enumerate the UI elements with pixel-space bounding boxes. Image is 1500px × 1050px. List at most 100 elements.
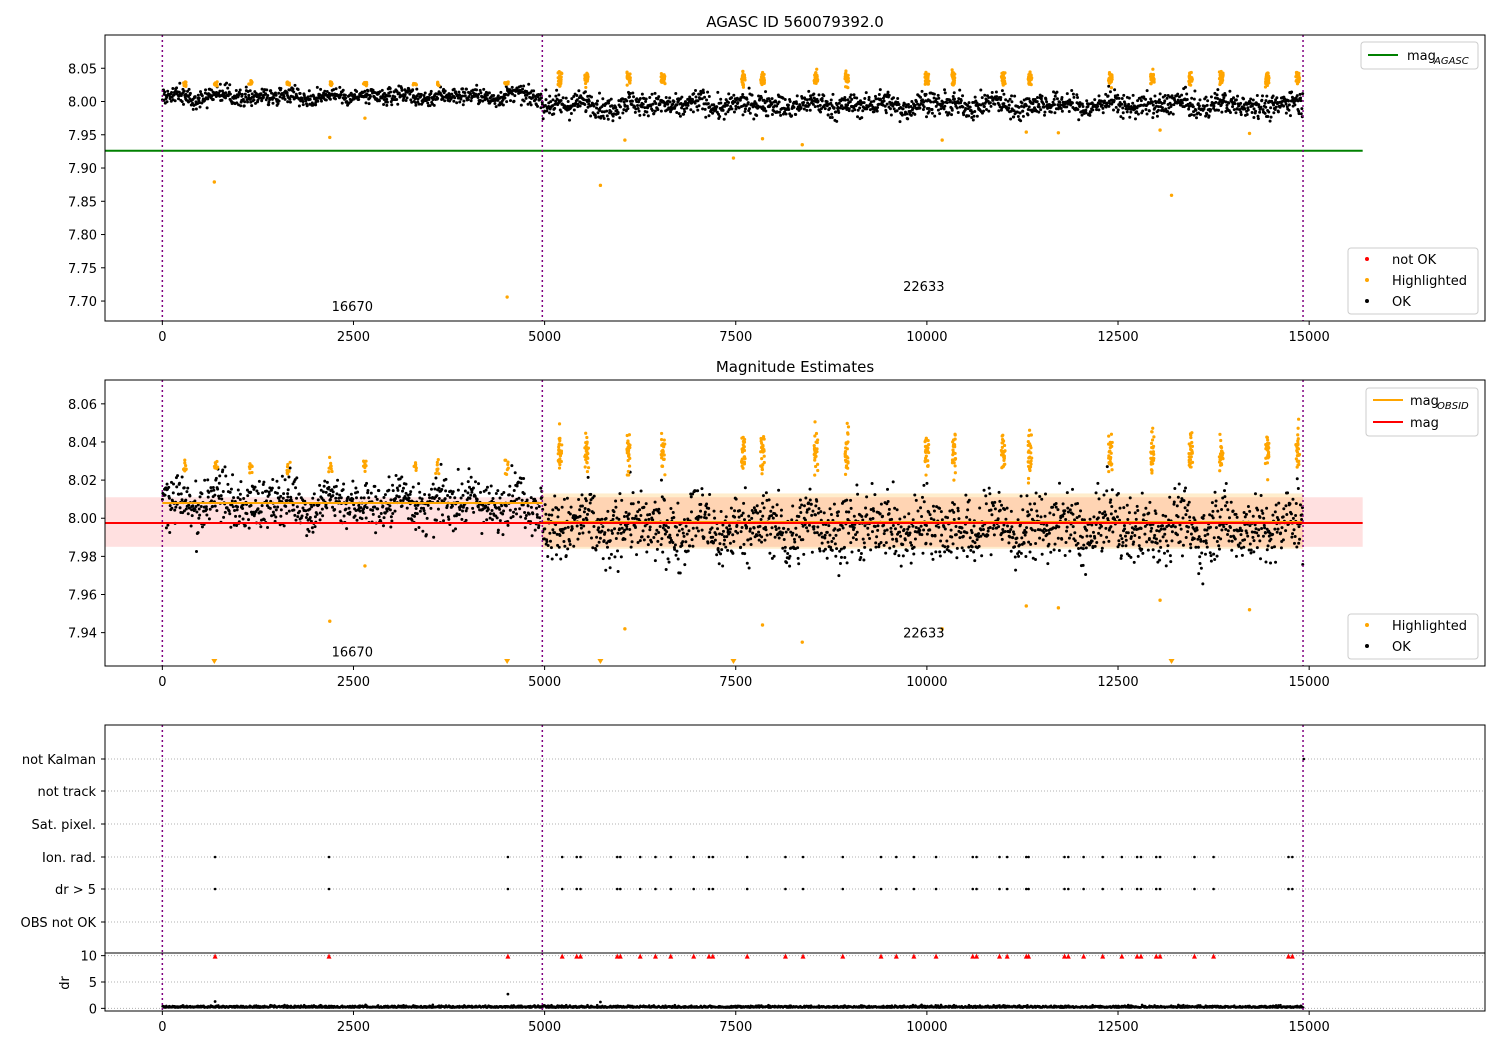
ok-point [1051,100,1055,104]
ok-point [1275,96,1279,100]
ok-point [1163,99,1167,103]
ok-point [331,494,335,498]
highlighted-point [660,73,664,78]
ok-point [259,510,263,514]
ok-point [1008,97,1012,101]
ok-point [298,509,302,513]
ok-point [427,493,431,497]
ok-point [423,91,427,95]
ok-point [616,549,620,553]
ok-point [691,544,695,548]
ok-point [446,494,450,498]
ok-point [1193,89,1197,93]
ok-point [785,561,789,565]
ok-point [701,493,705,497]
ok-point [1036,96,1040,100]
ok-point [758,524,762,528]
ok-point [812,527,816,531]
ok-point [706,90,710,94]
ok-point [305,534,309,538]
ok-point [266,94,270,98]
ok-point [878,88,882,92]
ok-point [546,517,550,521]
ok-point [1024,554,1028,558]
ok-point [750,509,754,513]
ok-point [728,527,732,531]
ok-point [951,94,955,98]
highlighted-point [815,67,819,71]
ok-point [165,95,169,99]
ok-point [796,556,800,560]
ok-point [166,89,170,93]
ok-point [1255,93,1259,97]
ok-point [830,112,834,116]
ok-point [837,574,841,578]
ok-point [1274,98,1278,102]
ok-point [699,502,703,506]
ok-point [395,486,399,490]
ok-point [621,111,625,115]
ok-point [561,96,565,100]
ok-point [469,475,473,479]
ok-point [491,496,495,500]
y-tick-label: 7.80 [68,229,97,244]
ok-point [989,508,993,512]
ok-point [671,102,675,106]
ok-point [752,526,756,530]
ok-point [1149,97,1153,101]
ok-point [415,512,419,516]
ok-point [254,498,258,502]
ok-point [920,495,924,499]
ok-point [764,491,768,495]
ok-point [236,505,240,509]
ok-point [498,507,502,511]
ok-point [696,489,700,493]
ok-point [375,497,379,501]
highlighted-point [1266,71,1270,75]
ok-point [973,95,977,99]
ok-point [961,534,965,538]
ok-point [238,492,242,496]
highlighted-point [662,77,667,81]
ok-point [975,101,979,105]
highlighted-point [182,84,186,88]
ok-point [295,496,299,500]
ok-point [810,513,814,517]
ok-point [638,113,642,117]
ok-point [944,110,948,114]
ok-point [607,101,611,105]
ok-point [625,527,629,531]
ok-point [310,505,314,509]
ok-point [784,530,788,534]
ok-point [764,525,768,529]
ok-point [224,474,228,478]
ok-point [764,109,768,113]
ok-point [836,514,840,518]
ok-point [432,103,436,107]
ok-point [335,492,339,496]
ok-point [889,530,893,534]
ok-point [708,493,712,497]
ok-point [283,97,287,101]
ok-point [1116,93,1120,97]
ok-point [512,99,516,103]
ok-point [722,117,726,121]
ok-point [460,94,464,98]
ok-point [668,100,672,104]
ok-point [887,93,891,97]
ok-point [267,103,271,107]
ok-point [291,503,295,507]
ok-point [784,112,788,116]
ok-point [484,488,488,492]
ok-point [296,87,300,91]
ok-point [293,513,297,517]
ok-point [763,106,767,110]
ok-point [805,510,809,514]
ok-point [271,478,275,482]
ok-point [965,555,969,559]
ok-point [407,499,411,503]
ok-point [920,514,924,518]
ok-point [186,486,190,490]
ok-point [803,518,807,522]
